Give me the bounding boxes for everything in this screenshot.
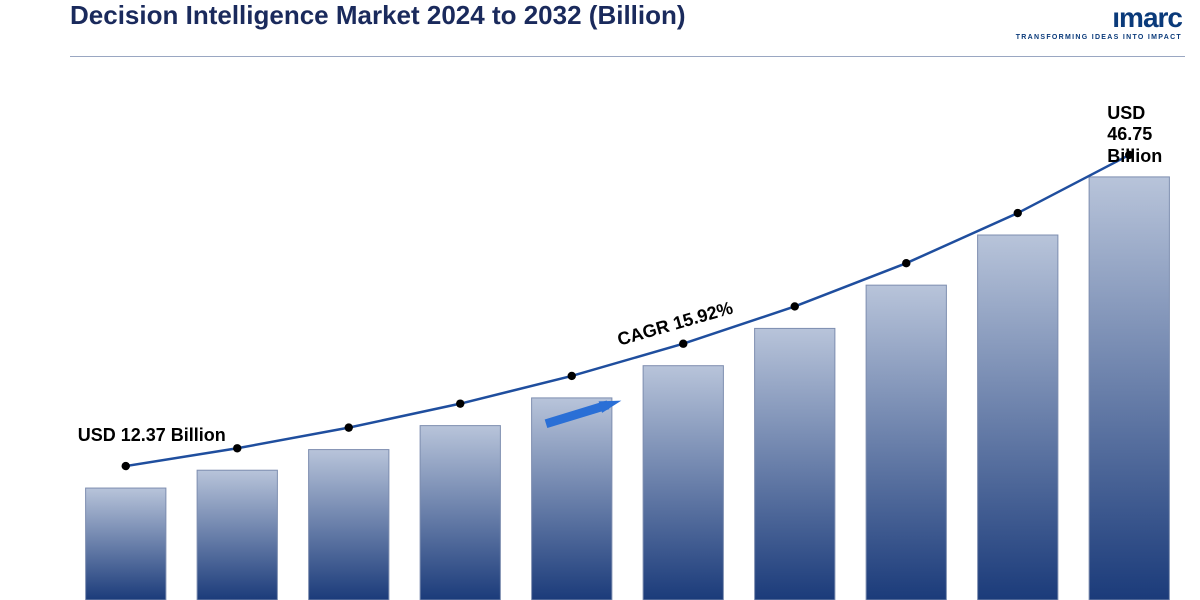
bar (420, 426, 500, 600)
data-marker (791, 302, 799, 310)
bar (643, 366, 723, 600)
start-value-label: USD 12.37 Billion (78, 425, 226, 446)
data-marker (456, 399, 464, 407)
data-marker (679, 340, 687, 348)
end-value-label: USD 46.75 Billion (1107, 103, 1185, 167)
chart-plot-area: USD 12.37 BillionUSD 46.75 BillionCAGR 1… (70, 56, 1185, 600)
bar (866, 285, 946, 600)
bar (978, 235, 1058, 600)
bar (755, 328, 835, 600)
chart-title: Decision Intelligence Market 2024 to 203… (70, 0, 686, 31)
bar (309, 450, 389, 600)
brand-logo: ımarc TRANSFORMING IDEAS INTO IMPACT (1016, 4, 1182, 41)
data-marker (568, 372, 576, 380)
brand-logo-text: ımarc (1016, 4, 1182, 32)
bar (1089, 177, 1169, 600)
bar (86, 488, 166, 600)
bar (532, 398, 612, 600)
data-marker (1014, 209, 1022, 217)
brand-logo-tagline: TRANSFORMING IDEAS INTO IMPACT (1016, 34, 1182, 41)
bar (197, 470, 277, 600)
data-marker (345, 423, 353, 431)
data-marker (233, 444, 241, 452)
data-marker (122, 462, 130, 470)
data-marker (902, 259, 910, 267)
